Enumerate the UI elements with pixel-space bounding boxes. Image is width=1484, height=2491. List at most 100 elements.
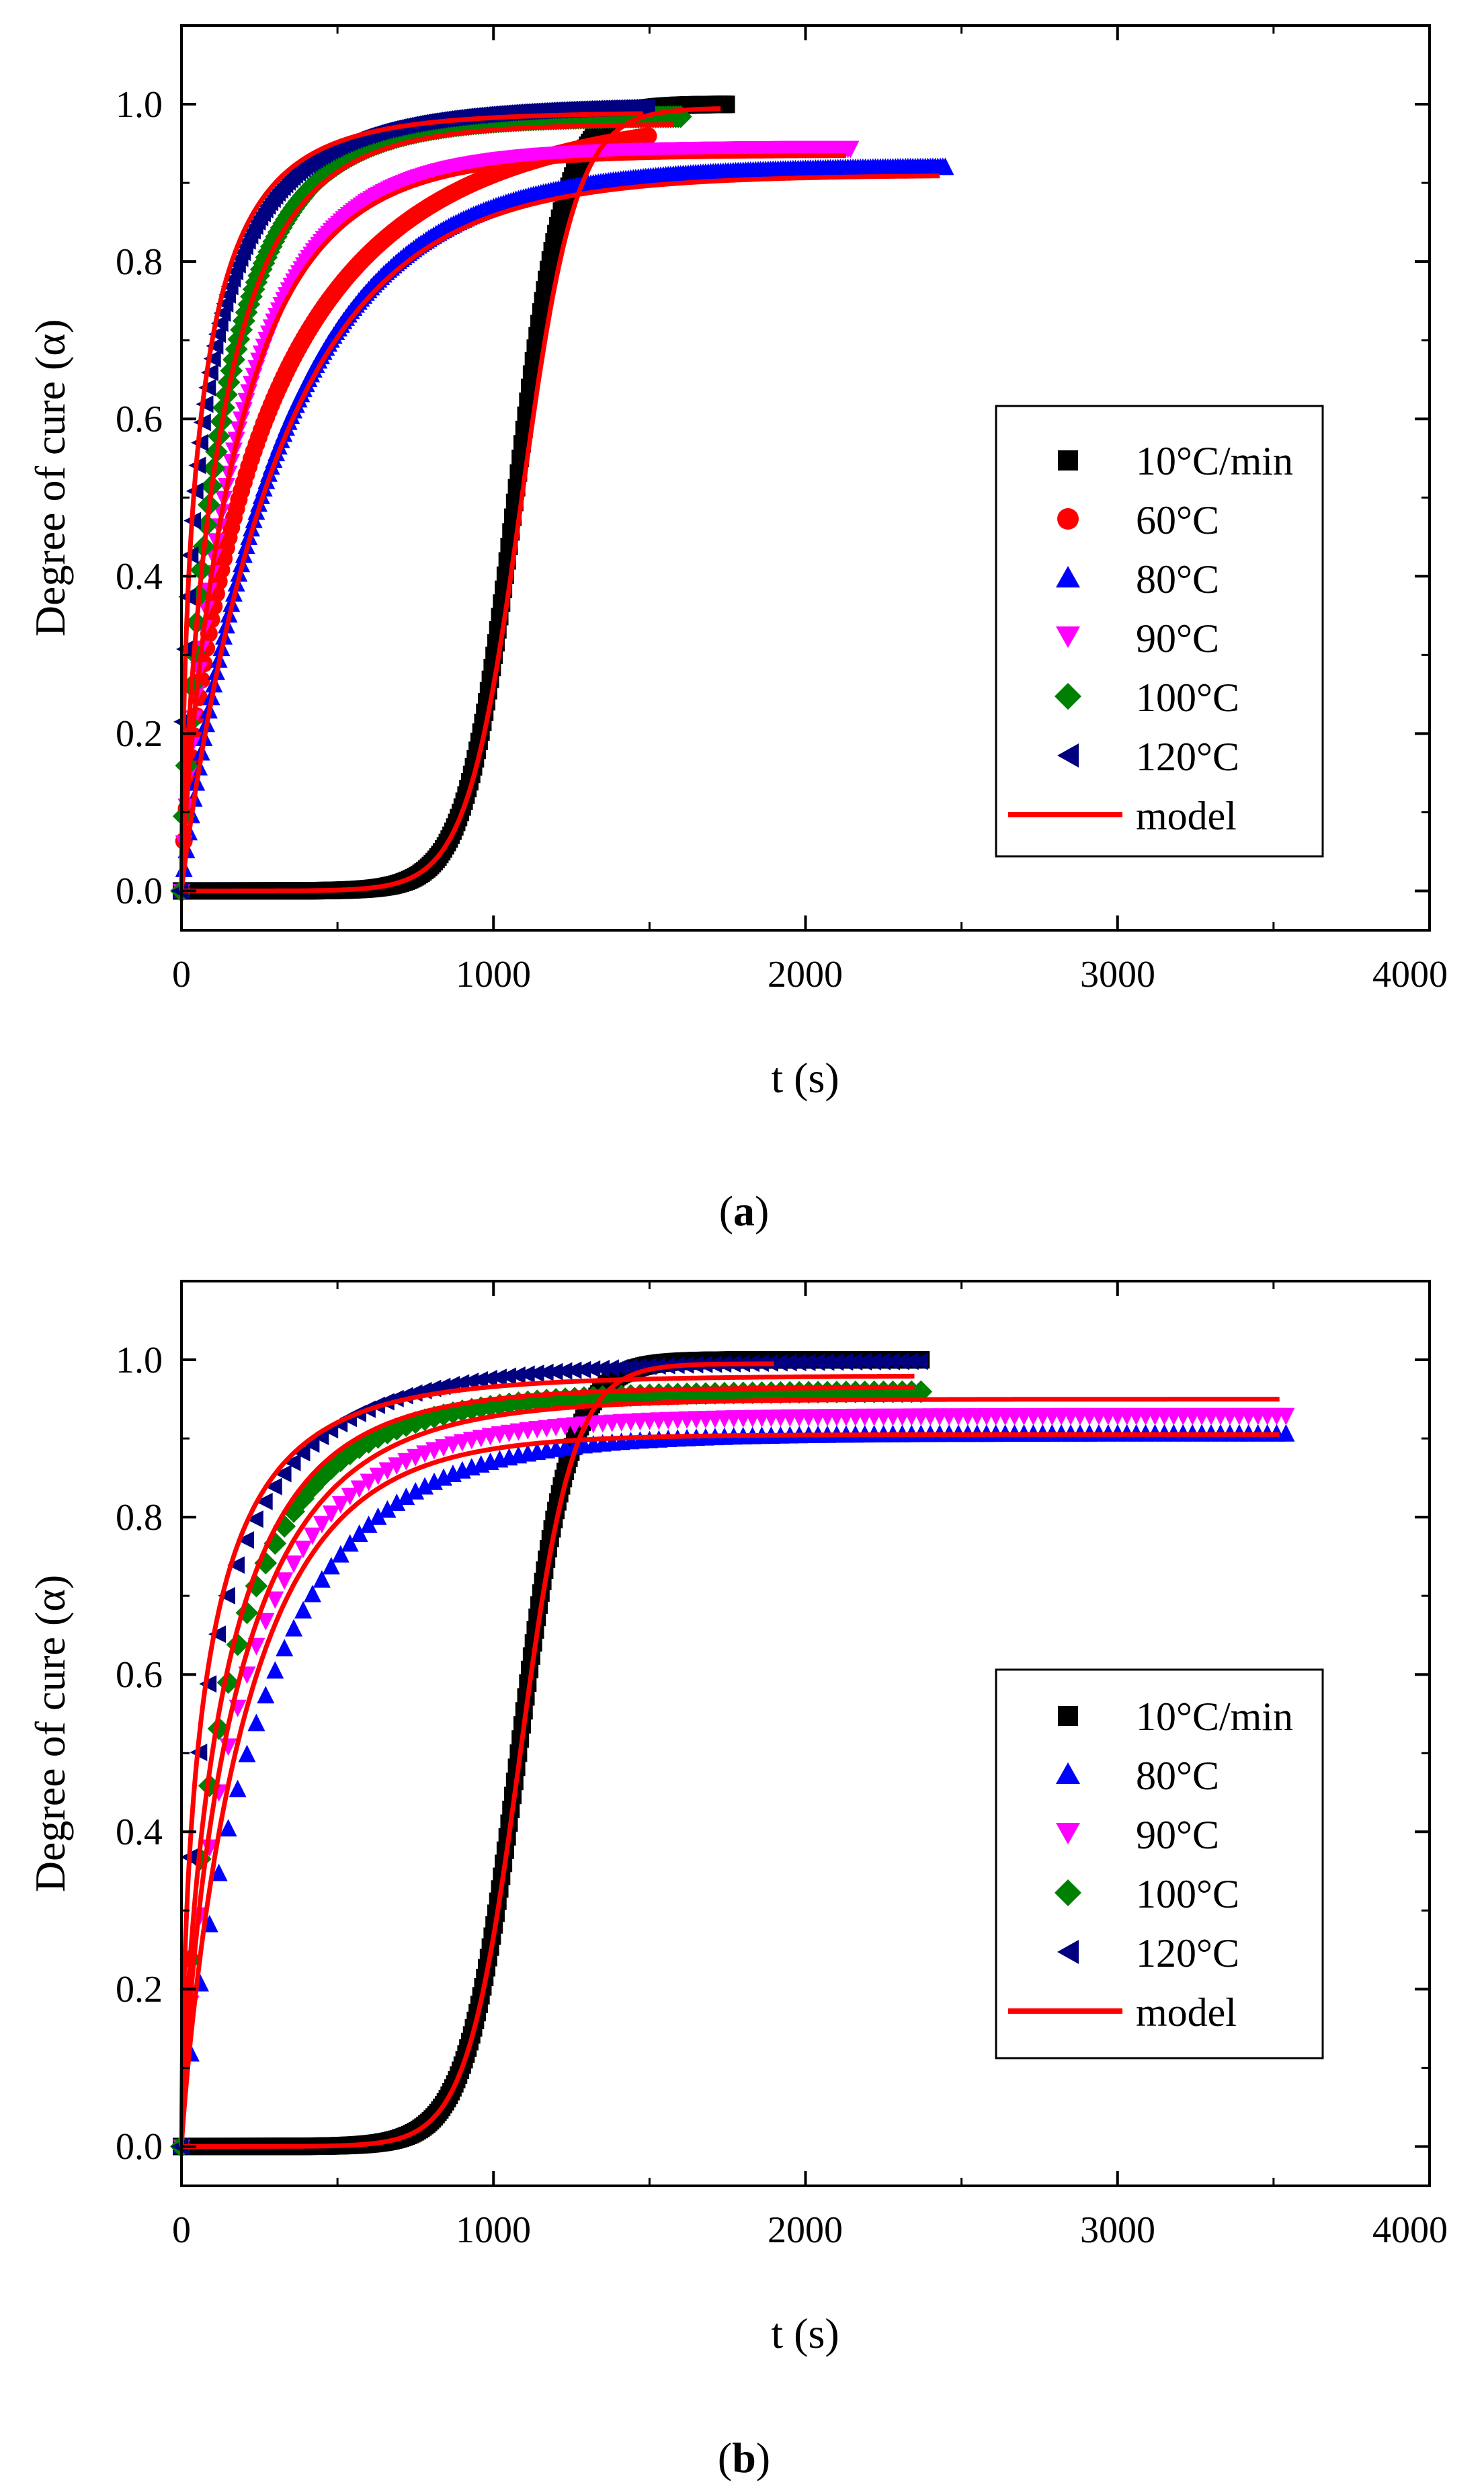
legend-marker-diamond	[1055, 1879, 1081, 1906]
model-curve	[179, 1361, 776, 2149]
data-point-triangle-up	[378, 1500, 397, 1518]
data-point-triangle-left	[592, 1360, 610, 1377]
data-point-triangle-down	[304, 1527, 321, 1545]
data-point-triangle-up	[331, 1545, 349, 1563]
data-point-triangle-down	[331, 1496, 349, 1514]
data-point-diamond	[273, 1514, 296, 1538]
y-tick-label: 0.8	[116, 241, 163, 283]
model-curve	[179, 1432, 1281, 2147]
data-point-triangle-left	[854, 1352, 872, 1371]
legend-marker-triangle-down	[1056, 626, 1080, 648]
data-point-triangle-left	[470, 1371, 489, 1389]
data-point-circle	[639, 127, 657, 145]
data-point-triangle-down	[416, 1445, 434, 1463]
model-curve	[179, 1397, 1281, 2147]
data-point-triangle-left	[255, 1492, 273, 1510]
data-point-triangle-down	[266, 1591, 284, 1609]
panel-a: 0.0 0.2 0.4 0.6 0.8 1.0 0 1000 2000 3000…	[26, 24, 1448, 1235]
data-point-triangle-down	[1277, 1407, 1295, 1426]
data-point-triangle-left	[208, 325, 226, 343]
x-tick-label: 4000	[1372, 954, 1448, 995]
legend-label: 80°C	[1136, 557, 1219, 602]
data-point-triangle-left	[882, 1352, 900, 1371]
data-point-diamond	[319, 1457, 343, 1480]
data-point-triangle-left	[201, 364, 218, 382]
data-point-triangle-up	[407, 1481, 425, 1500]
y-tick-label: 0.4	[116, 1811, 163, 1853]
legend-label: 100°C	[1136, 1872, 1239, 1916]
data-point-triangle-left	[245, 1510, 263, 1528]
data-point-triangle-left	[602, 1359, 620, 1377]
data-point-triangle-up	[369, 1507, 387, 1525]
data-point-diamond	[404, 1411, 427, 1434]
data-point-triangle-left	[573, 1360, 591, 1379]
data-point-triangle-left	[283, 1453, 301, 1471]
data-point-triangle-up	[294, 1600, 313, 1619]
data-point-triangle-left	[564, 1361, 582, 1379]
panel-a-y-axis-title: Degree of cure (α)	[26, 319, 74, 637]
model-curve	[179, 1373, 916, 2147]
y-tick-label: 0.8	[116, 1497, 163, 1539]
data-point-triangle-left	[198, 378, 216, 397]
data-point-triangle-down	[369, 1467, 387, 1485]
legend-marker-square	[1058, 450, 1078, 471]
data-point-triangle-down	[407, 1448, 425, 1467]
x-tick-label: 0	[172, 954, 191, 995]
data-point-triangle-left	[637, 98, 655, 116]
x-tick-label: 4000	[1372, 2209, 1448, 2251]
panel-a-ticks	[180, 24, 1431, 930]
legend-label: model	[1136, 1990, 1237, 2035]
panel-a-marks	[170, 95, 954, 903]
legend-label: model	[1136, 794, 1237, 838]
legend-marker-triangle-down	[1056, 1823, 1080, 1844]
data-point-triangle-up	[247, 1713, 265, 1731]
data-point-triangle-left	[203, 350, 221, 368]
legend-label: 60°C	[1136, 498, 1219, 542]
data-point-triangle-up	[238, 1744, 256, 1762]
data-point-diamond	[235, 1601, 259, 1625]
data-point-triangle-left	[507, 1366, 526, 1384]
data-point-diamond	[292, 1487, 315, 1510]
data-point-triangle-left	[526, 1364, 544, 1383]
data-point-triangle-down	[360, 1473, 378, 1492]
data-point-triangle-down	[350, 1480, 368, 1498]
data-point-triangle-left	[910, 1352, 928, 1371]
data-point-triangle-left	[208, 1625, 226, 1643]
legend-label: 120°C	[1136, 1931, 1239, 1975]
panel-b-x-tick-labels: 0 1000 2000 3000 4000	[172, 2209, 1448, 2251]
data-point-triangle-left	[845, 1353, 863, 1371]
data-point-triangle-left	[227, 1556, 245, 1574]
panel-b-x-axis-title: t (s)	[771, 2310, 839, 2357]
legend-box	[995, 405, 1324, 858]
data-point-triangle-up	[388, 1494, 406, 1511]
data-point-triangle-left	[864, 1352, 881, 1371]
data-point-triangle-left	[583, 1360, 601, 1378]
data-point-diamond	[301, 1475, 324, 1499]
data-point-triangle-up	[350, 1524, 368, 1542]
y-tick-label: 1.0	[116, 1340, 163, 1381]
data-point-triangle-up	[1277, 1424, 1295, 1442]
model-curve	[179, 111, 645, 891]
data-point-triangle-down	[276, 1572, 294, 1590]
x-tick-label: 0	[172, 2209, 191, 2251]
data-point-triangle-left	[489, 1369, 507, 1387]
data-point-triangle-left	[264, 1477, 282, 1496]
data-point-triangle-down	[378, 1462, 397, 1480]
series-80°C	[173, 157, 954, 898]
data-point-triangle-left	[770, 1354, 788, 1372]
data-point-triangle-left	[536, 1363, 554, 1381]
data-point-triangle-left	[835, 1353, 854, 1371]
data-point-triangle-left	[817, 1353, 835, 1371]
data-point-triangle-left	[292, 1444, 311, 1462]
panel-a-y-tick-labels: 0.0 0.2 0.4 0.6 0.8 1.0	[116, 84, 163, 912]
data-point-triangle-up	[219, 1819, 237, 1837]
y-tick-label: 0.6	[116, 1654, 163, 1696]
x-tick-label: 1000	[456, 954, 531, 995]
data-point-triangle-left	[302, 1435, 320, 1453]
data-point-triangle-down	[341, 1487, 359, 1506]
panel-b: 0.0 0.2 0.4 0.6 0.8 1.0 0 1000 2000 3000…	[26, 1280, 1448, 2482]
y-tick-label: 0.6	[116, 399, 163, 440]
data-point-triangle-up	[257, 1686, 275, 1704]
y-tick-label: 0.0	[116, 870, 163, 912]
x-tick-label: 3000	[1080, 954, 1155, 995]
